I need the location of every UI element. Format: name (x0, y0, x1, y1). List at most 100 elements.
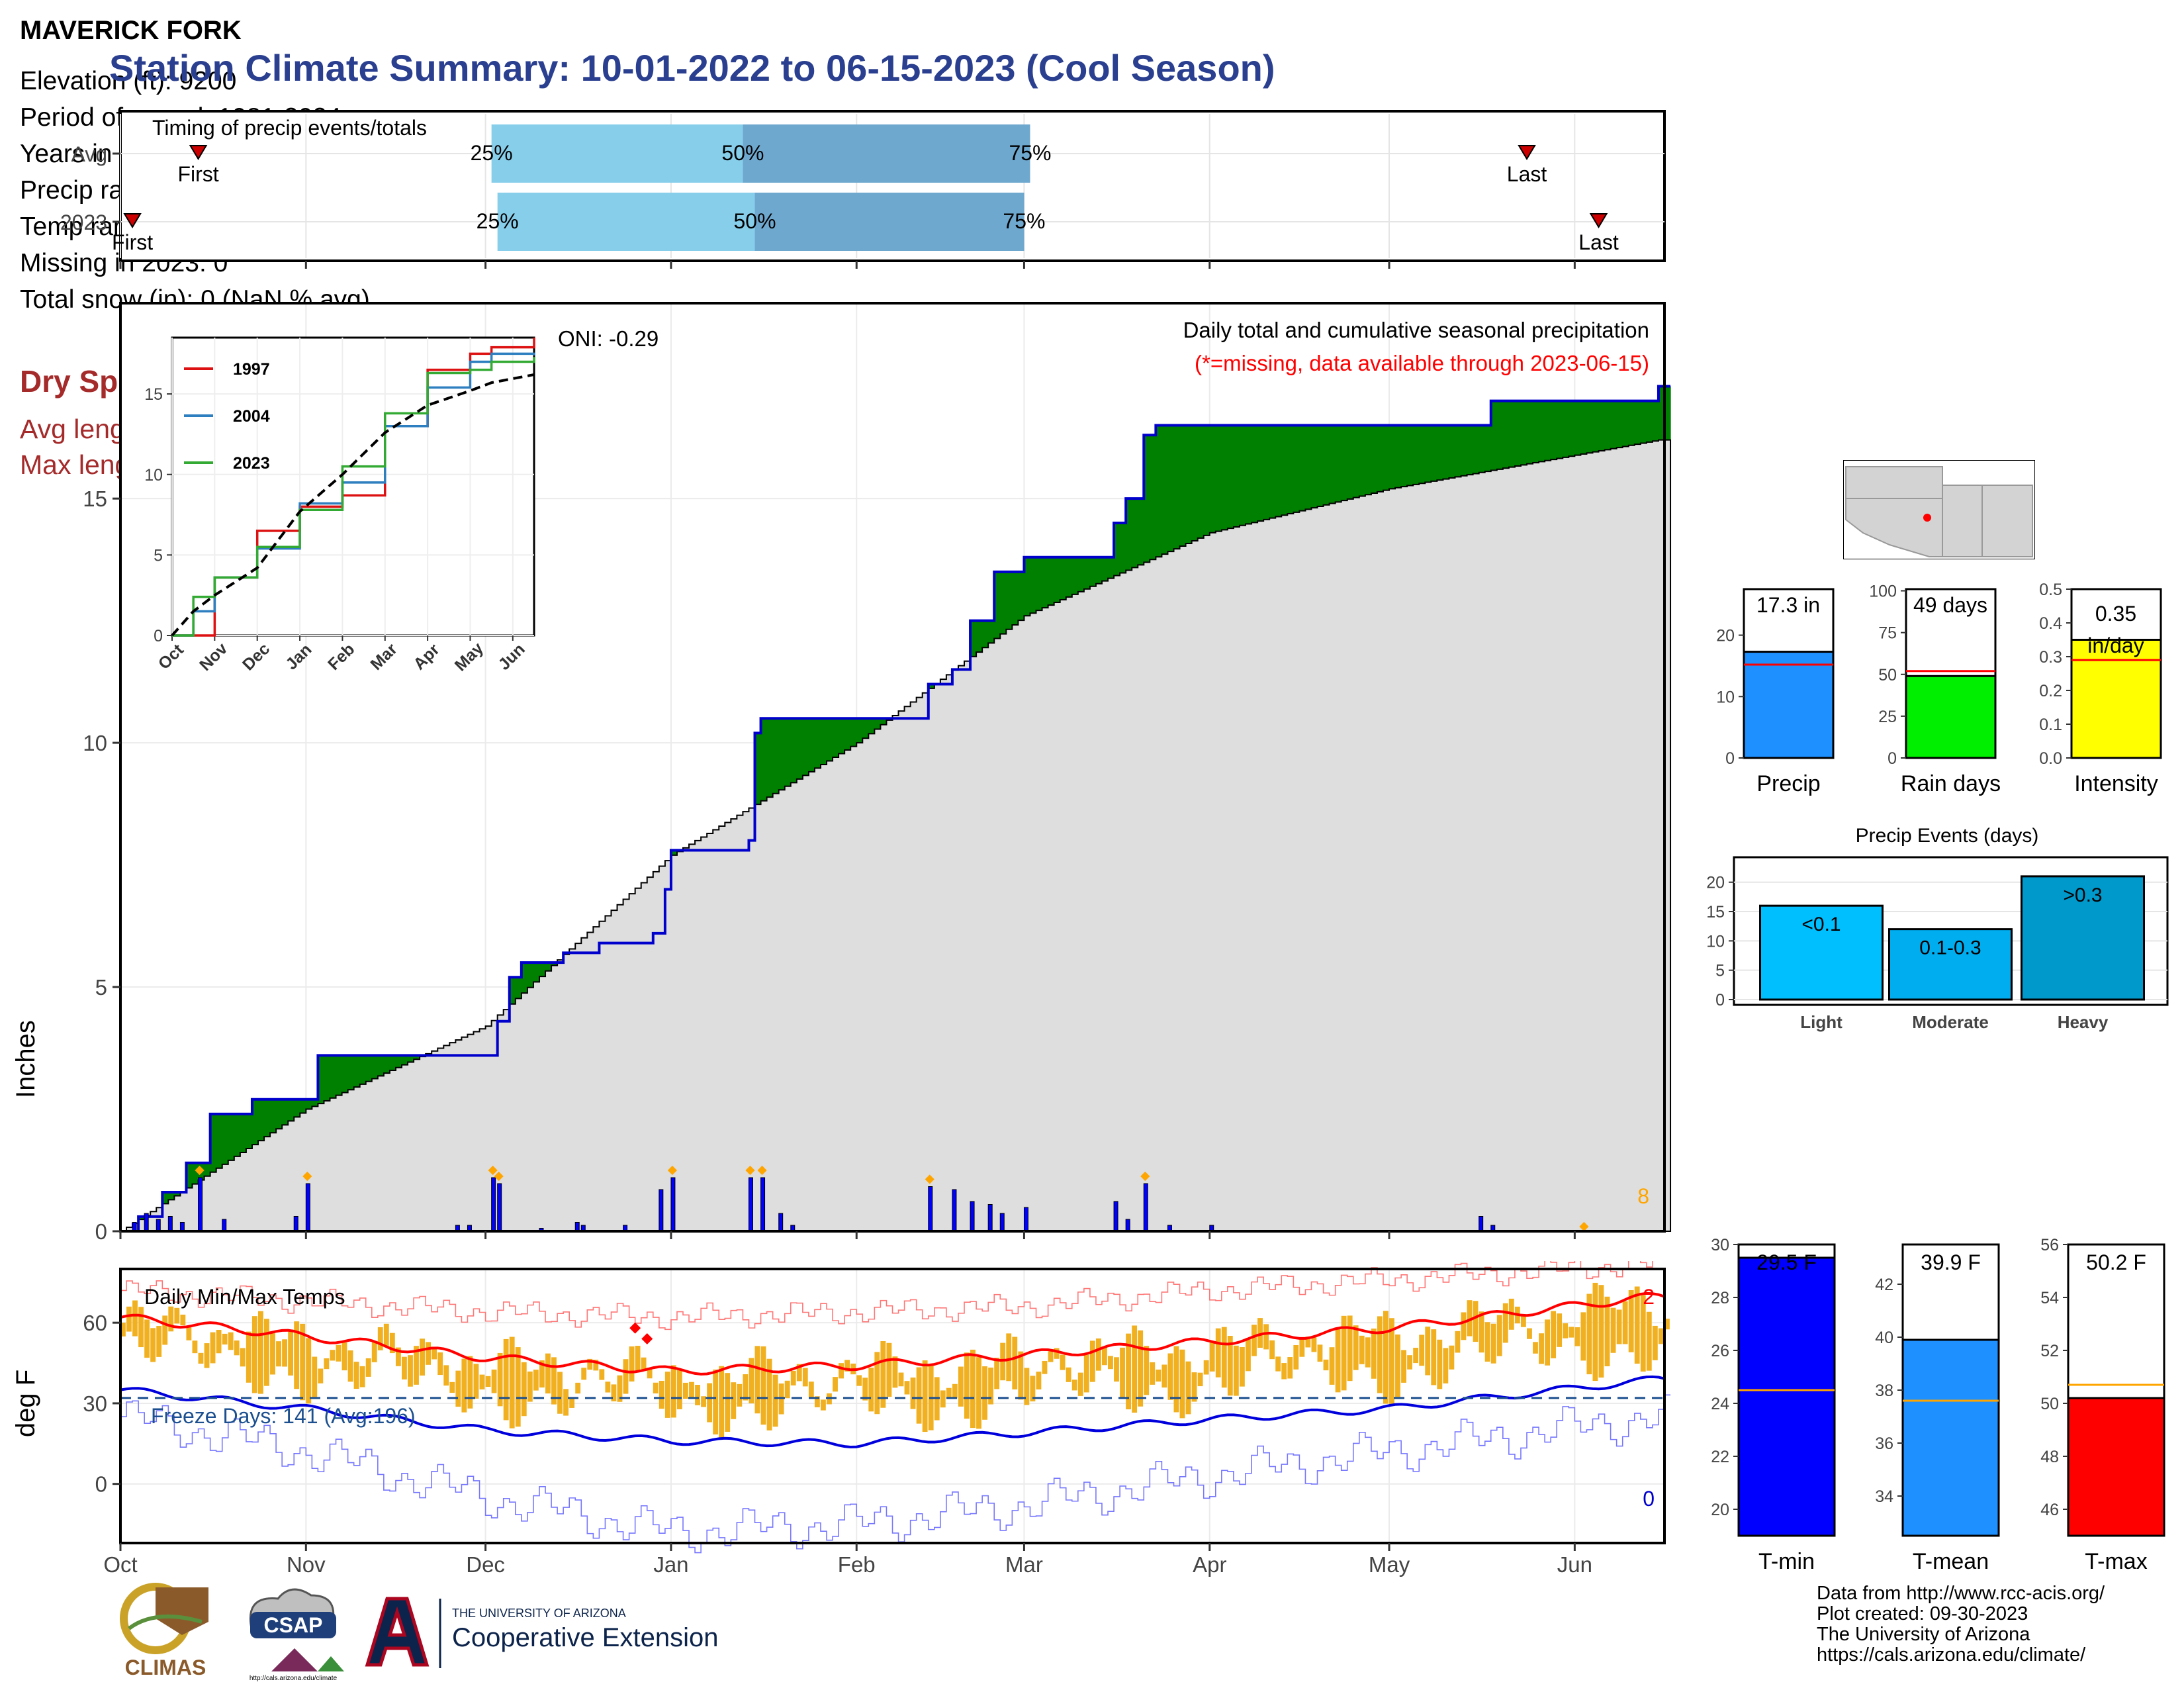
above-average-fill (1317, 425, 1324, 506)
heavy-event-marker (667, 1165, 677, 1176)
daily-precip-bar (748, 1177, 753, 1232)
daily-temp-range-bar (946, 1387, 952, 1399)
intensity-value-label: 0.35 (2095, 602, 2136, 626)
above-average-fill (1389, 425, 1396, 489)
above-average-fill (796, 718, 803, 779)
above-average-fill (240, 1113, 247, 1152)
daily-temp-range-bar (353, 1362, 359, 1389)
above-average-fill (790, 718, 797, 783)
temp-summary-y-tick-label: 24 (1711, 1395, 1729, 1413)
above-average-fill (515, 977, 522, 999)
above-average-fill (844, 718, 851, 751)
daily-temp-range-bar (491, 1369, 497, 1393)
daily-precip-bar (497, 1183, 502, 1232)
station-name: MAVERICK FORK (20, 16, 242, 45)
daily-temp-range-bar (1167, 1353, 1173, 1400)
above-average-fill (234, 1113, 241, 1156)
min-record-count: 0 (1643, 1487, 1655, 1511)
daily-temp-range-bar (521, 1362, 527, 1417)
above-average-fill (1539, 400, 1545, 462)
daily-temp-range-bar (1305, 1336, 1311, 1348)
above-average-fill (1401, 425, 1408, 487)
summary-y-tick-label: 50 (1878, 666, 1897, 684)
above-average-fill (1066, 557, 1073, 597)
daily-temp-range-bar (1269, 1340, 1275, 1360)
temp-summary-y-tick-label: 48 (2040, 1448, 2059, 1466)
events-bar (1888, 928, 2013, 1001)
cum-y-tick-label: 10 (83, 731, 107, 755)
events-y-tick-label: 15 (1706, 903, 1725, 921)
daily-temp-range-bar (617, 1375, 623, 1402)
ua-extension-logo: THE UNIVERSITY OF ARIZONA Cooperative Ex… (365, 1597, 718, 1668)
above-average-fill (1197, 425, 1205, 538)
daily-precip-bar (952, 1189, 957, 1232)
temp-summary-y-tick-label: 36 (1875, 1434, 1893, 1453)
above-average-fill (228, 1113, 235, 1160)
daily-temp-range-bar (551, 1357, 557, 1405)
daily-temp-range-bar (952, 1383, 958, 1399)
events-bar-label: 0.1-0.3 (1919, 937, 1981, 959)
credit-data-source: Data from http://www.rcc-acis.org/ (1817, 1583, 2105, 1604)
daily-temp-range-bar (1419, 1335, 1425, 1366)
above-average-fill (1042, 557, 1049, 608)
above-average-fill (1311, 425, 1318, 508)
timing-row-label: Avg (71, 142, 107, 166)
above-average-fill (1209, 425, 1216, 533)
timing-q50-label: 50% (721, 141, 764, 165)
daily-temp-range-bar (276, 1341, 281, 1367)
timing-bar-q50-q75 (743, 124, 1030, 183)
daily-temp-range-bar (1580, 1312, 1586, 1361)
daily-precip-bar (156, 1219, 161, 1232)
above-average-fill (1000, 571, 1007, 634)
daily-temp-range-bar (324, 1358, 330, 1370)
above-average-fill (395, 1055, 402, 1068)
ua-big-text: Cooperative Extension (452, 1623, 718, 1652)
daily-temp-range-bar (234, 1340, 240, 1356)
daily-temp-range-bar (593, 1360, 599, 1371)
daily-temp-range-bar (1461, 1312, 1467, 1340)
daily-temp-range-bar (731, 1382, 737, 1419)
above-average-fill (1132, 498, 1138, 568)
daily-temp-range-bar (192, 1340, 198, 1354)
temp-x-tick-label: Feb (838, 1552, 876, 1577)
credits: Data from http://www.rcc-acis.org/ Plot … (1817, 1583, 2105, 1665)
cumulative-note: (*=missing, data available through 2023-… (1195, 351, 1649, 375)
timing-last-label: Last (1507, 162, 1547, 186)
temp-summary-y-tick-label: 46 (2040, 1501, 2059, 1519)
csap-url: http://cals.arizona.edu/climate (250, 1675, 338, 1681)
above-average-fill (1574, 400, 1582, 455)
climas-logo-text: CLIMAS (125, 1656, 206, 1679)
daily-temp-range-bar (330, 1350, 336, 1361)
cumulative-frame (119, 302, 1666, 1233)
daily-temp-range-bar (569, 1397, 575, 1408)
above-average-fill (282, 1099, 289, 1125)
daily-temp-range-bar (1071, 1380, 1077, 1391)
above-average-fill (1299, 425, 1306, 511)
temp-summary-y-tick-label: 20 (1711, 1501, 1729, 1519)
record-high-line (120, 1261, 1653, 1331)
above-average-fill (1592, 400, 1600, 452)
temp-x-tick-label: Dec (466, 1552, 505, 1577)
above-average-fill (754, 733, 762, 805)
above-average-fill (1150, 435, 1156, 560)
above-average-fill (1030, 557, 1037, 614)
page-title: Station Climate Summary: 10-01-2022 to 0… (109, 47, 1275, 89)
timing-first-label: First (177, 162, 218, 186)
daily-temp-range-bar (1095, 1338, 1101, 1371)
daily-temp-range-bar (1592, 1282, 1598, 1382)
daily-temp-range-bar (1574, 1327, 1580, 1346)
daily-temp-range-bar (1006, 1333, 1012, 1382)
daily-temp-range-bar (1239, 1346, 1245, 1387)
above-average-fill (222, 1113, 229, 1164)
above-average-fill (1634, 400, 1641, 445)
daily-temp-range-bar (725, 1373, 731, 1432)
daily-temp-range-bar (1036, 1372, 1042, 1389)
above-average-fill (1580, 400, 1588, 454)
temp-summary-y-tick-label: 42 (1875, 1276, 1893, 1294)
summary-y-tick-label: 0.1 (2039, 716, 2062, 734)
above-average-fill (1563, 400, 1569, 457)
above-average-fill (1437, 425, 1444, 481)
above-average-fill (1508, 400, 1516, 467)
above-average-fill (1018, 571, 1025, 621)
daily-temp-range-bar (790, 1370, 796, 1385)
